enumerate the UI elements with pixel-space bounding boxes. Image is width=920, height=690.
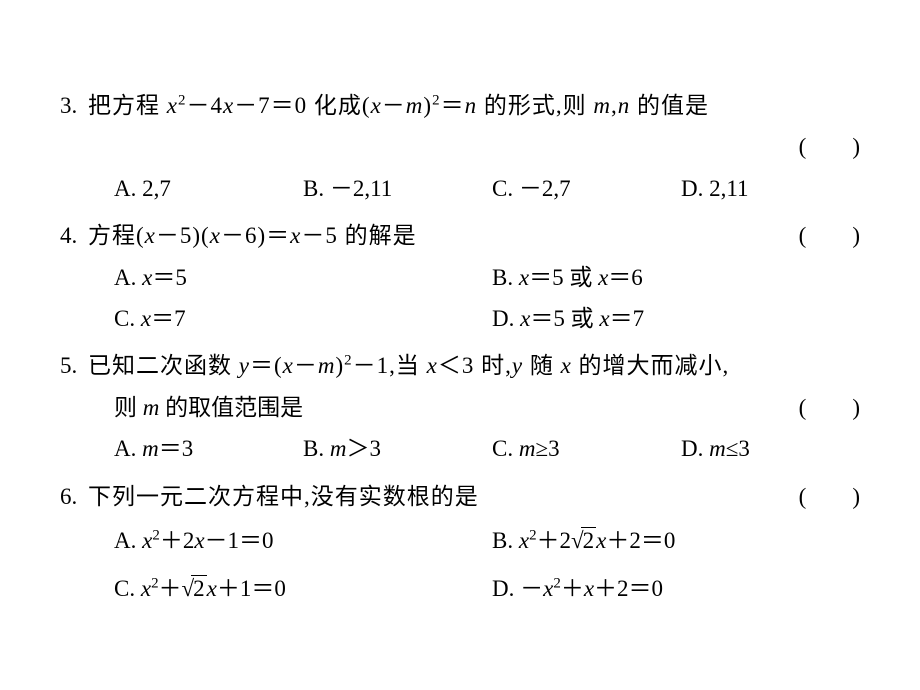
options: A. 2,7 B. －2,11 C. －2,7 D. 2,11: [60, 168, 870, 209]
option-c: C. x2＋√2x＋1＝0: [114, 565, 492, 613]
question-6: 6. 下列一元二次方程中,没有实数根的是 ( ) A. x2＋2x－1＝0 B.…: [60, 476, 870, 614]
question-4: 4. 方程(x－5)(x－6)＝x－5 的解是 ( ) A. x＝5 B. x＝…: [60, 215, 870, 339]
option-b: B. m＞3: [303, 428, 492, 469]
question-number: 5.: [60, 345, 88, 386]
option-c: C. －2,7: [492, 168, 681, 209]
option-c: C. x＝7: [114, 298, 492, 339]
document-content: 3. 把方程 x2－4x－7＝0 化成(x－m)2＝n 的形式,则 m,n 的值…: [0, 0, 920, 650]
question-number: 6.: [60, 476, 88, 517]
answer-paren: ( ): [799, 387, 870, 428]
option-d: D. 2,11: [681, 168, 870, 209]
question-3: 3. 把方程 x2－4x－7＝0 化成(x－m)2＝n 的形式,则 m,n 的值…: [60, 85, 870, 209]
question-stem: 下列一元二次方程中,没有实数根的是: [88, 476, 799, 517]
answer-paren: ( ): [799, 476, 870, 517]
options: A. x2＋2x－1＝0 B. x2＋2√2x＋2＝0 C. x2＋√2x＋1＝…: [60, 517, 870, 614]
option-a: A. x2＋2x－1＝0: [114, 517, 492, 565]
question-stem: 已知二次函数 y＝(x－m)2－1,当 x＜3 时,y 随 x 的增大而减小,: [88, 345, 870, 386]
options: A. m＝3 B. m＞3 C. m≥3 D. m≤3: [60, 428, 870, 469]
option-d: D. x＝5 或 x＝7: [492, 298, 870, 339]
question-stem: 把方程 x2－4x－7＝0 化成(x－m)2＝n 的形式,则 m,n 的值是: [88, 85, 870, 126]
option-d: D. －x2＋x＋2＝0: [492, 565, 870, 613]
question-stem-line2: 则 m 的取值范围是: [114, 387, 799, 428]
option-c: C. m≥3: [492, 428, 681, 469]
option-a: A. m＝3: [114, 428, 303, 469]
option-a: A. 2,7: [114, 168, 303, 209]
answer-paren: ( ): [60, 126, 870, 167]
option-b: B. x＝5 或 x＝6: [492, 257, 870, 298]
answer-paren: ( ): [799, 215, 870, 256]
option-b: B. x2＋2√2x＋2＝0: [492, 517, 870, 565]
option-b: B. －2,11: [303, 168, 492, 209]
question-number: 4.: [60, 215, 88, 256]
option-a: A. x＝5: [114, 257, 492, 298]
question-stem: 方程(x－5)(x－6)＝x－5 的解是: [88, 215, 799, 256]
question-number: 3.: [60, 85, 88, 126]
options: A. x＝5 B. x＝5 或 x＝6 C. x＝7 D. x＝5 或 x＝7: [60, 257, 870, 340]
question-5: 5. 已知二次函数 y＝(x－m)2－1,当 x＜3 时,y 随 x 的增大而减…: [60, 345, 870, 469]
option-d: D. m≤3: [681, 428, 870, 469]
